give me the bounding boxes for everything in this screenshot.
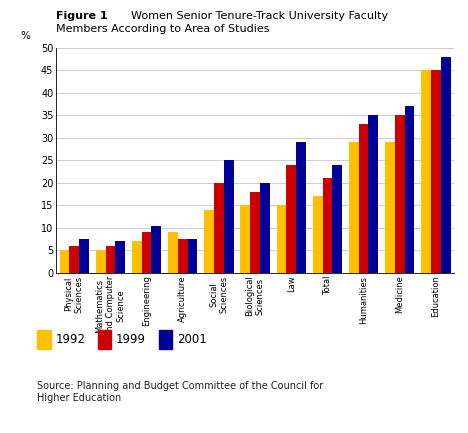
- Bar: [188, 239, 197, 273]
- Bar: [286, 165, 296, 273]
- Bar: [405, 106, 414, 273]
- Bar: [322, 178, 332, 273]
- Bar: [105, 246, 115, 273]
- Bar: [214, 183, 224, 273]
- Bar: [152, 226, 161, 273]
- Text: Women Senior Tenure-Track University Faculty: Women Senior Tenure-Track University Fac…: [131, 11, 388, 21]
- Bar: [313, 196, 322, 273]
- Bar: [79, 239, 89, 273]
- Bar: [168, 232, 178, 273]
- Bar: [69, 246, 79, 273]
- Bar: [358, 124, 368, 273]
- Text: 1992: 1992: [55, 333, 85, 346]
- Bar: [260, 183, 270, 273]
- Bar: [349, 142, 358, 273]
- Bar: [441, 57, 451, 273]
- Bar: [115, 241, 125, 273]
- Bar: [96, 250, 105, 273]
- Bar: [204, 210, 214, 273]
- Bar: [296, 142, 306, 273]
- Bar: [277, 205, 286, 273]
- Bar: [368, 115, 378, 273]
- Bar: [142, 232, 152, 273]
- Bar: [59, 250, 69, 273]
- Text: Members According to Area of Studies: Members According to Area of Studies: [56, 24, 270, 34]
- Bar: [332, 165, 342, 273]
- Bar: [421, 70, 431, 273]
- Bar: [241, 205, 250, 273]
- Text: Figure 1: Figure 1: [56, 11, 108, 21]
- Text: 1999: 1999: [116, 333, 146, 346]
- Bar: [395, 115, 405, 273]
- Bar: [132, 241, 142, 273]
- Text: 2001: 2001: [177, 333, 207, 346]
- Bar: [178, 239, 188, 273]
- Bar: [224, 160, 234, 273]
- Bar: [250, 192, 260, 273]
- Text: %: %: [21, 31, 30, 41]
- Text: Source: Planning and Budget Committee of the Council for
Higher Education: Source: Planning and Budget Committee of…: [37, 381, 324, 403]
- Bar: [431, 70, 441, 273]
- Bar: [385, 142, 395, 273]
